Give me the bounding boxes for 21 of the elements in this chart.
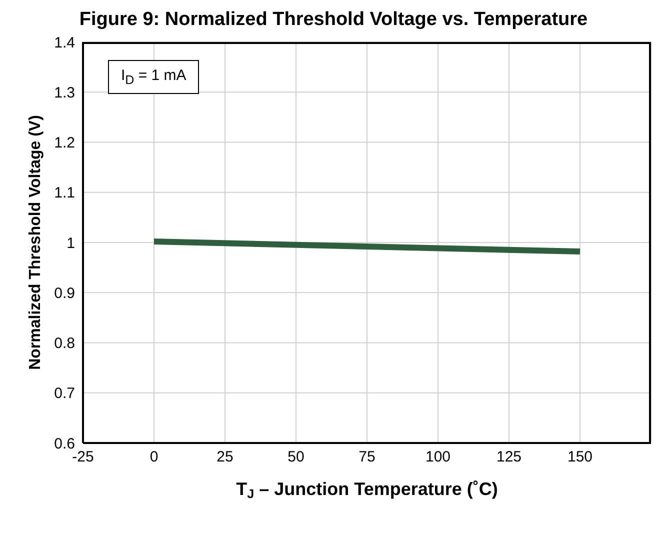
- y-tick-label: 0.6: [54, 435, 75, 452]
- y-tick-label: 1.2: [54, 134, 75, 152]
- y-tick-label: 0.9: [54, 284, 75, 302]
- x-tick-label: 75: [358, 448, 376, 466]
- chart-title: Figure 9: Normalized Threshold Voltage vs. Temperature: [78, 8, 589, 32]
- x-tick-label: 25: [216, 448, 234, 466]
- x-tick-label: 150: [567, 448, 593, 466]
- x-tick-label: 50: [288, 448, 304, 466]
- y-tick-label: 0.7: [54, 385, 75, 402]
- x-tick-label: 0: [150, 448, 158, 466]
- x-axis-title: T$_{J}$ – Junction Temperature (˚C): [236, 479, 498, 502]
- x-tick-label: 125: [496, 448, 522, 466]
- y-tick-label: 1: [66, 234, 75, 252]
- y-tick-label: 1.4: [54, 34, 75, 52]
- annotation: I$_{D}$ = 1 mA: [108, 60, 200, 94]
- y-axis-title: Normalized Threshold Voltage (V): [27, 115, 44, 370]
- y-tick-label: 1.3: [54, 84, 75, 102]
- y-tick-label: 0.8: [54, 335, 75, 352]
- x-tick-label: -25: [72, 448, 94, 466]
- x-tick-label: 100: [425, 448, 451, 466]
- y-tick-label: 1.1: [54, 184, 75, 202]
